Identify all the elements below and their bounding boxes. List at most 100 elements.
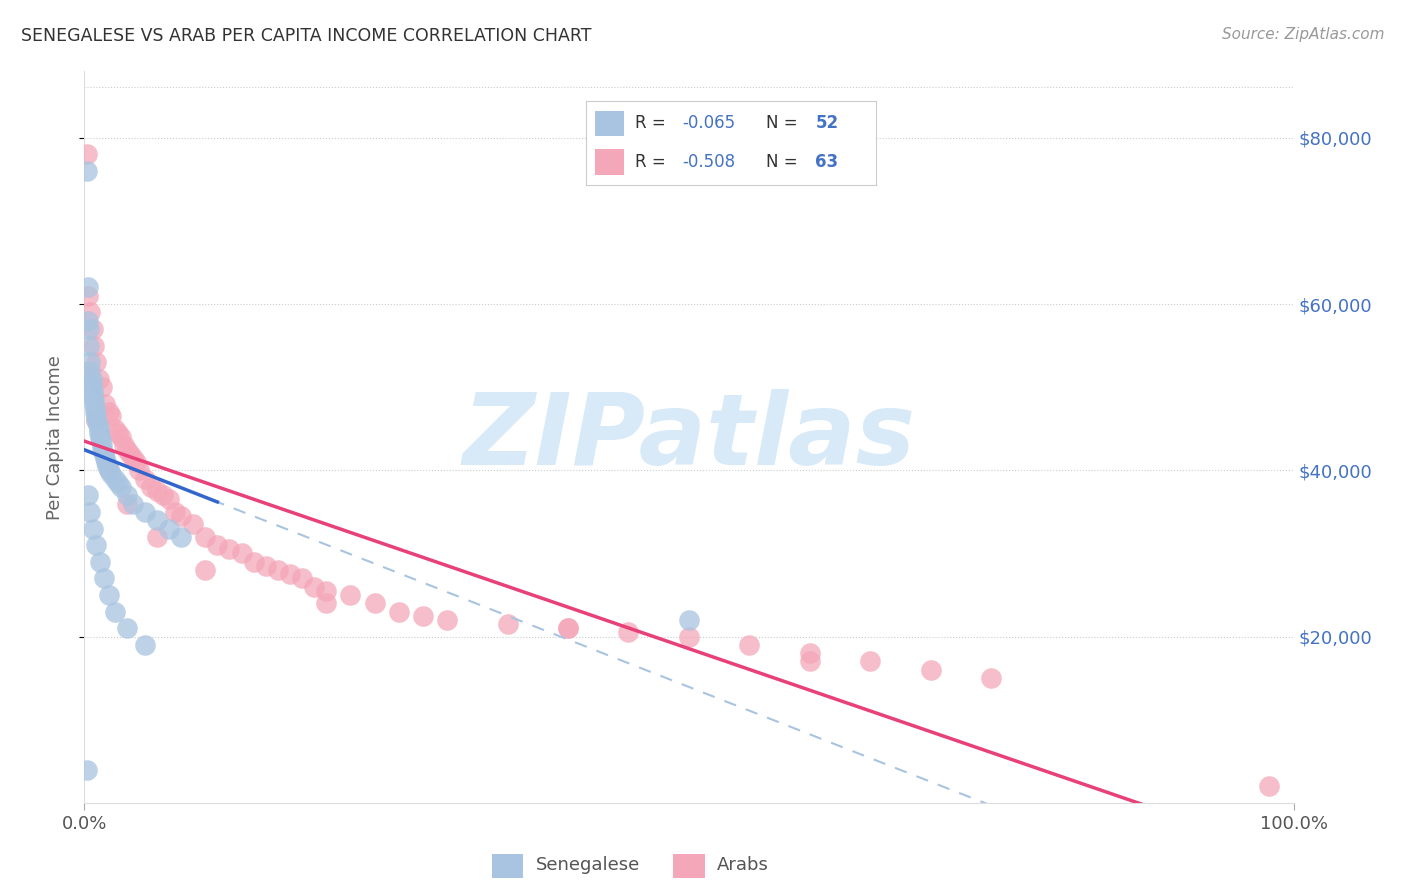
Point: [79, 305, 101, 319]
Point: [412, 608, 434, 623]
Point: [79, 355, 101, 369]
Point: [82, 388, 104, 402]
Point: [94, 397, 117, 411]
Point: [110, 430, 132, 444]
Point: [315, 583, 337, 598]
Point: [91, 442, 114, 457]
Point: [86, 409, 108, 424]
Point: [77, 289, 100, 303]
Point: [207, 538, 229, 552]
Point: [77, 314, 100, 328]
Point: [84, 401, 107, 415]
Point: [157, 492, 180, 507]
Point: [557, 621, 579, 635]
Point: [557, 621, 579, 635]
Point: [146, 484, 169, 499]
Y-axis label: Per Capita Income: Per Capita Income: [45, 355, 63, 519]
Point: [242, 555, 264, 569]
Point: [86, 417, 108, 432]
FancyBboxPatch shape: [492, 854, 523, 878]
Point: [82, 384, 104, 399]
Point: [134, 472, 156, 486]
Text: Senegalese: Senegalese: [536, 856, 640, 874]
Point: [100, 467, 122, 482]
Point: [97, 588, 120, 602]
Point: [339, 588, 361, 602]
Point: [436, 613, 458, 627]
Text: ZIPatlas: ZIPatlas: [463, 389, 915, 485]
Point: [231, 546, 253, 560]
Point: [94, 450, 117, 465]
Point: [80, 376, 103, 390]
Point: [86, 355, 108, 369]
Point: [83, 397, 105, 411]
Point: [278, 567, 301, 582]
Point: [134, 505, 156, 519]
Point: [388, 605, 411, 619]
Point: [115, 621, 138, 635]
Point: [107, 475, 129, 490]
Point: [93, 447, 115, 461]
Point: [77, 488, 100, 502]
Point: [84, 405, 107, 419]
Point: [152, 488, 174, 502]
Point: [79, 505, 101, 519]
Point: [91, 380, 114, 394]
Point: [80, 372, 103, 386]
Point: [170, 509, 193, 524]
Point: [91, 438, 114, 452]
Point: [799, 646, 821, 660]
Point: [128, 463, 150, 477]
Point: [80, 380, 103, 394]
Point: [112, 438, 135, 452]
Point: [121, 450, 143, 465]
Point: [617, 625, 640, 640]
Point: [83, 338, 105, 352]
Point: [100, 409, 122, 424]
Point: [104, 605, 127, 619]
Point: [920, 663, 942, 677]
Point: [107, 425, 129, 440]
Point: [104, 472, 127, 486]
Point: [115, 488, 138, 502]
Point: [678, 613, 700, 627]
Point: [89, 555, 111, 569]
Point: [134, 638, 156, 652]
Point: [181, 517, 204, 532]
Point: [146, 513, 169, 527]
Point: [110, 480, 132, 494]
Point: [363, 596, 385, 610]
Point: [87, 422, 110, 436]
Point: [97, 463, 120, 477]
Point: [82, 322, 104, 336]
Point: [165, 505, 187, 519]
Point: [146, 530, 169, 544]
Point: [254, 558, 277, 573]
Point: [980, 671, 1002, 685]
Point: [87, 372, 110, 386]
Point: [139, 480, 162, 494]
Point: [315, 596, 337, 610]
Point: [89, 430, 111, 444]
Point: [125, 455, 148, 469]
Point: [170, 530, 193, 544]
Point: [115, 497, 138, 511]
Point: [77, 363, 100, 377]
Point: [94, 455, 117, 469]
Text: Source: ZipAtlas.com: Source: ZipAtlas.com: [1222, 27, 1385, 42]
Text: Arabs: Arabs: [717, 856, 769, 874]
Point: [104, 422, 127, 436]
Point: [82, 521, 104, 535]
Point: [79, 363, 101, 377]
Point: [267, 563, 290, 577]
Point: [83, 392, 105, 407]
Point: [115, 442, 138, 457]
Point: [496, 617, 519, 632]
Point: [1258, 779, 1281, 793]
Point: [76, 164, 98, 178]
Point: [120, 447, 142, 461]
Point: [194, 563, 217, 577]
Point: [90, 434, 112, 449]
Point: [859, 655, 882, 669]
Point: [97, 405, 120, 419]
